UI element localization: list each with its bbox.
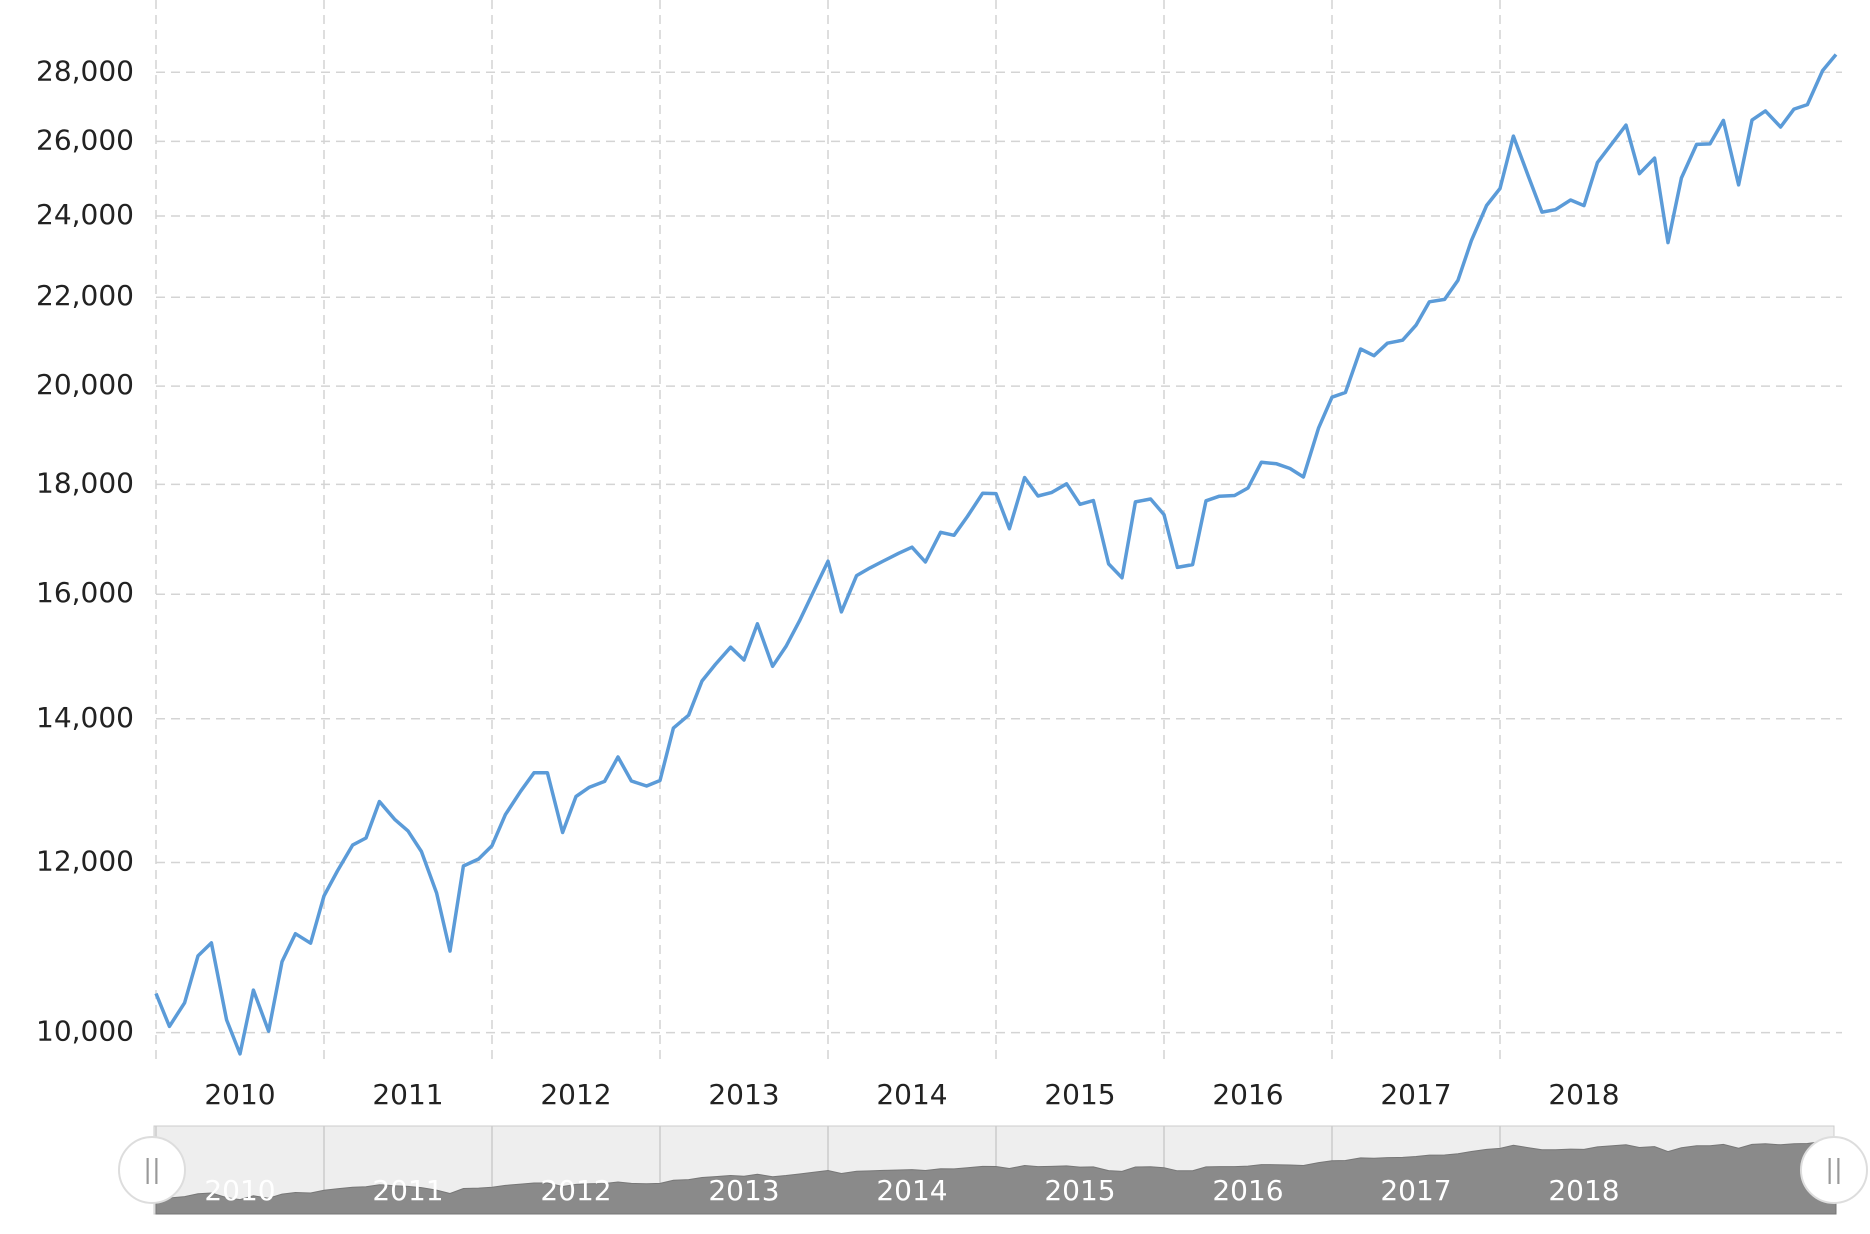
x-tick-label: 2010 <box>204 1078 275 1111</box>
x-tick-label: 2014 <box>876 1078 947 1111</box>
navigator-handle-left[interactable] <box>118 1136 186 1204</box>
navigator-label: 2011 <box>372 1174 443 1207</box>
navigator-label: 2012 <box>540 1174 611 1207</box>
y-tick-label: 16,000 <box>36 576 134 609</box>
x-tick-label: 2012 <box>540 1078 611 1111</box>
y-tick-label: 26,000 <box>36 123 134 156</box>
y-tick-label: 14,000 <box>36 701 134 734</box>
y-tick-label: 22,000 <box>36 279 134 312</box>
x-tick-label: 2015 <box>1044 1078 1115 1111</box>
y-tick-label: 20,000 <box>36 368 134 401</box>
handle-grip: || <box>143 1155 161 1185</box>
x-tick-label: 2017 <box>1380 1078 1451 1111</box>
x-tick-label: 2011 <box>372 1078 443 1111</box>
y-tick-label: 12,000 <box>36 845 134 878</box>
navigator-label: 2018 <box>1548 1174 1619 1207</box>
navigator-label: 2010 <box>204 1174 275 1207</box>
navigator-handle-right[interactable] <box>1800 1136 1868 1204</box>
navigator-area <box>155 1139 1837 1215</box>
handle-grip: || <box>1825 1155 1843 1185</box>
navigator-label: 2013 <box>708 1174 779 1207</box>
line <box>154 53 1838 1056</box>
navigator-label: 2014 <box>876 1174 947 1207</box>
navigator-label: 2015 <box>1044 1174 1115 1207</box>
navigator-label: 2016 <box>1212 1174 1283 1207</box>
x-tick-label: 2013 <box>708 1078 779 1111</box>
plot-area: 10,000 12,000 14,000 16,000 18,000 20,000 22,0… <box>36 0 1842 1111</box>
x-tick-label: 2018 <box>1548 1078 1619 1111</box>
y-tick-label: 24,000 <box>36 198 134 231</box>
y-tick-label: 28,000 <box>36 54 134 87</box>
y-tick-label: 10,000 <box>36 1015 134 1048</box>
navigator-label: 2017 <box>1380 1174 1451 1207</box>
y-tick-label: 18,000 <box>36 466 134 499</box>
x-tick-label: 2016 <box>1212 1078 1283 1111</box>
